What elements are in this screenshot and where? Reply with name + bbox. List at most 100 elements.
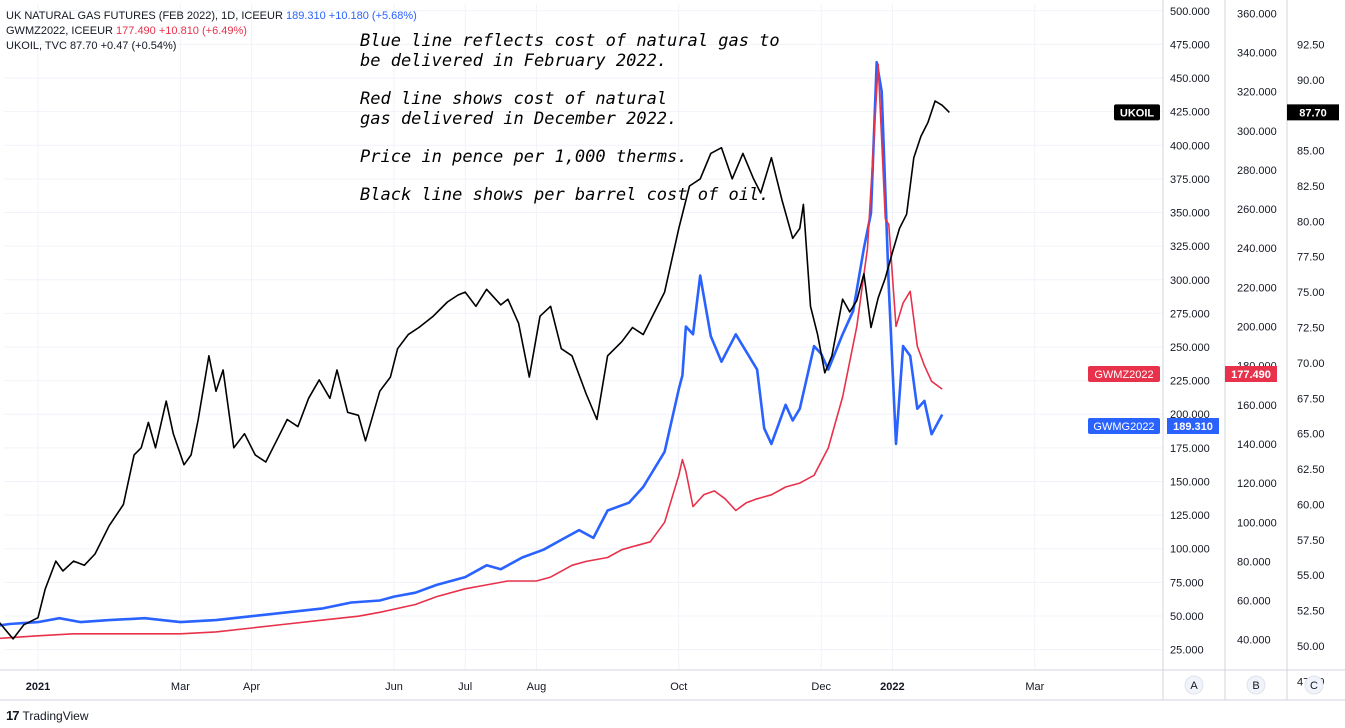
y-tick-label-A: 350.000: [1170, 208, 1210, 220]
series-layer: [0, 60, 950, 640]
scale-button-c[interactable]: [1304, 675, 1324, 695]
y-tick-label-C: 65.00: [1297, 429, 1325, 441]
last-value-box-gwmz2022: [1225, 366, 1277, 382]
y-tick-label-A: 250.000: [1170, 342, 1210, 354]
x-tick-label: Jul: [458, 681, 472, 693]
y-tick-label-A: 225.000: [1170, 376, 1210, 388]
annotation-line: be delivered in February 2022.: [360, 51, 668, 71]
series-line-ukoil: [0, 100, 950, 640]
y-tick-label-B: 140.000: [1237, 439, 1277, 451]
last-value-box-gwmg2022: [1167, 418, 1219, 434]
y-tick-label-C: 75.00: [1297, 287, 1325, 299]
y-tick-label-A: 375.000: [1170, 174, 1210, 186]
series-line-gwmz2022: [0, 63, 943, 640]
y-tick-label-B: 260.000: [1237, 204, 1277, 216]
y-tick-label-C: 85.00: [1297, 146, 1325, 158]
y-tick-label-C: 52.50: [1297, 606, 1325, 618]
legend-value: 177.490: [116, 25, 156, 37]
y-tick-label-B: 120.000: [1237, 478, 1277, 490]
y-tick-label-A: 475.000: [1170, 39, 1210, 51]
y-tick-label-C: 60.00: [1297, 499, 1325, 511]
y-tick-label-B: 240.000: [1237, 243, 1277, 255]
x-tick-label: Oct: [670, 681, 687, 693]
y-tick-label-C: 80.00: [1297, 216, 1325, 228]
legend-name: UK NATURAL GAS FUTURES (FEB 2022), 1D, I…: [6, 10, 283, 22]
y-tick-label-B: 60.000: [1237, 596, 1271, 608]
legend-value: 189.310: [285, 10, 326, 22]
y-tick-label-A: 50.000: [1170, 611, 1204, 623]
x-tick-label: Mar: [171, 681, 190, 693]
series-tag-label: GWMG2022: [1093, 421, 1154, 433]
y-tick-label-A: 425.000: [1170, 107, 1210, 119]
x-tick-label: Aug: [527, 681, 547, 693]
y-tick-label-B: 200.000: [1237, 322, 1277, 334]
legend-name: UKOIL, TVC: [6, 40, 67, 52]
y-tick-label-C: 62.50: [1297, 464, 1325, 476]
y-tick-label-A: 500.000: [1170, 6, 1210, 18]
series-tag-gwmz2022: [1088, 366, 1160, 382]
chart-annotation: Blue line reflects cost of natural gas t…: [360, 31, 780, 205]
legend-change: +0.47 (+0.54%): [100, 40, 177, 52]
series-tag-gwmg2022: [1088, 418, 1160, 434]
y-tick-label-B: 340.000: [1237, 47, 1277, 59]
y-tick-label-A: 25.000: [1170, 645, 1204, 657]
tradingview-logo-icon: 17: [6, 708, 20, 723]
last-value-label: 177.490: [1231, 369, 1271, 381]
y-tick-label-B: 220.000: [1237, 282, 1277, 294]
y-tick-label-C: 90.00: [1297, 75, 1325, 87]
x-tick-label: 2022: [880, 681, 904, 693]
y-tick-label-C: 77.50: [1297, 252, 1325, 264]
annotation-line: Price in pence per 1,000 therms.: [360, 147, 688, 167]
tradingview-footer[interactable]: 17 TradingView: [6, 708, 89, 723]
x-tick-label: Jun: [385, 681, 403, 693]
legend-name: GWMZ2022, ICEEUR: [6, 25, 113, 37]
annotation-line: Red line shows cost of natural: [360, 89, 668, 109]
y-tick-label-A: 150.000: [1170, 476, 1210, 488]
x-tick-label: Mar: [1025, 681, 1044, 693]
scale-button-label: C: [1310, 680, 1318, 692]
scale-button-label: B: [1252, 680, 1259, 692]
legend-change: +10.810 (+6.49%): [158, 25, 247, 37]
x-tick-label: Apr: [243, 681, 260, 693]
y-tick-label-B: 320.000: [1237, 87, 1277, 99]
y-tick-label-B: 40.000: [1237, 635, 1271, 647]
y-tick-label-B: 160.000: [1237, 400, 1277, 412]
series-tag-label: GWMZ2022: [1094, 369, 1153, 381]
y-tick-label-B: 80.000: [1237, 556, 1271, 568]
x-tick-label: Dec: [811, 681, 831, 693]
y-tick-label-C: 67.50: [1297, 393, 1325, 405]
legend-change: +10.180 (+5.68%): [328, 10, 417, 22]
plot-area: [4, 4, 1163, 670]
y-tick-label-A: 100.000: [1170, 544, 1210, 556]
series-tag-ukoil: [1114, 104, 1160, 121]
y-tick-label-C: 72.50: [1297, 323, 1325, 335]
y-tick-label-B: 280.000: [1237, 165, 1277, 177]
legend-row-gwmg[interactable]: UK NATURAL GAS FUTURES (FEB 2022), 1D, I…: [6, 9, 417, 24]
y-tick-label-A: 175.000: [1170, 443, 1210, 455]
y-tick-label-C: 92.50: [1297, 39, 1325, 51]
axes: 25.000 50.000 75.000 100.000 125.000 150.000 1…: [0, 0, 1345, 701]
y-tick-label-A: 300.000: [1170, 275, 1210, 287]
y-tick-label-A: 125.000: [1170, 510, 1210, 522]
scale-button-b[interactable]: [1246, 675, 1266, 695]
legend-row-ukoil[interactable]: UKOIL, TVC 87.70 +0.47 (+0.54%): [6, 39, 417, 54]
y-tick-label-B: 360.000: [1237, 8, 1277, 20]
series-tag-label: UKOIL: [1120, 107, 1155, 119]
y-tick-label-A: 275.000: [1170, 308, 1210, 320]
annotation-line: Blue line reflects cost of natural gas t…: [360, 31, 780, 51]
legend-row-gwmz[interactable]: GWMZ2022, ICEEUR 177.490 +10.810 (+6.49%…: [6, 24, 417, 39]
y-tick-label-A: 325.000: [1170, 241, 1210, 253]
legend-value: 87.70: [70, 40, 98, 52]
y-tick-label-C: 70.00: [1297, 358, 1325, 370]
grid-lines: [4, 4, 1163, 670]
annotation-line: Black line shows per barrel cost of oil.: [360, 185, 770, 205]
y-tick-label-A: 450.000: [1170, 73, 1210, 85]
annotation-line: gas delivered in December 2022.: [360, 109, 678, 129]
y-tick-label-C: 55.00: [1297, 570, 1325, 582]
y-tick-label-A: 75.000: [1170, 577, 1204, 589]
scale-button-a[interactable]: [1184, 675, 1204, 695]
series-legend: UK NATURAL GAS FUTURES (FEB 2022), 1D, I…: [6, 9, 417, 54]
y-tick-label-C: 50.00: [1297, 641, 1325, 653]
y-tick-label-A: 400.000: [1170, 140, 1210, 152]
